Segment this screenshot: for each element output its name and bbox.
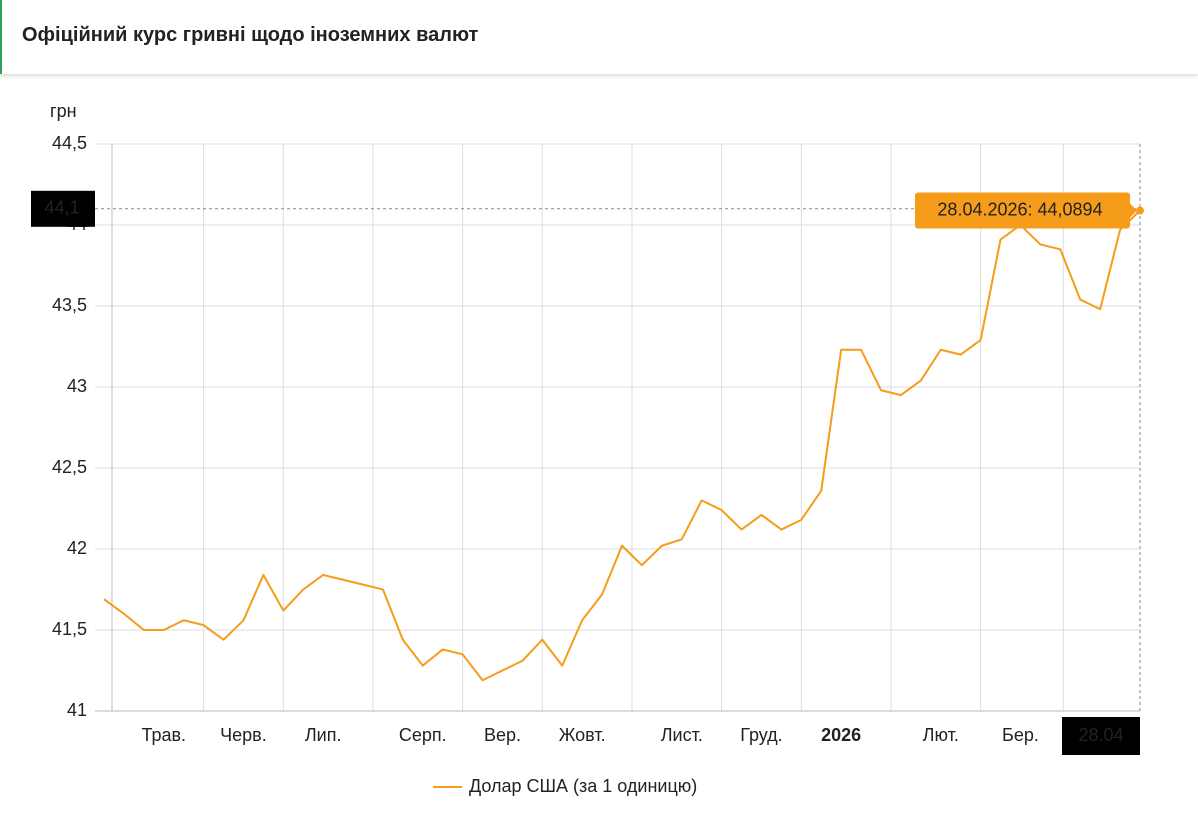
legend-label: Долар США (за 1 одиницю) (469, 776, 697, 796)
x-tick-label: Груд. (740, 725, 782, 745)
x-tick-label: Лют. (923, 725, 959, 745)
header: Офіційний курс гривні щодо іноземних вал… (0, 0, 1198, 74)
page-title: Офіційний курс гривні щодо іноземних вал… (22, 24, 479, 46)
y-unit: грн (50, 101, 77, 121)
x-tick-label: Черв. (220, 725, 267, 745)
x-tick-label: Трав. (141, 725, 186, 745)
x-tick-label: Лист. (661, 725, 703, 745)
x-tick-label: 28.04 (1078, 725, 1123, 745)
y-tick-label: 43,5 (52, 295, 87, 315)
x-tick-label: Бер. (1002, 725, 1039, 745)
x-tick-label: Лип. (305, 725, 342, 745)
tooltip-box (915, 192, 1130, 229)
x-tick-label: Серп. (399, 725, 447, 745)
x-hover-box (1062, 717, 1140, 755)
y-tick-label: 43 (67, 376, 87, 396)
y-tick-label: 41,5 (52, 619, 87, 639)
tooltip-arrow (1130, 203, 1137, 218)
x-tick-label: Вер. (484, 725, 521, 745)
y-tick-label: 44,5 (52, 133, 87, 153)
y-tick-label: 42,5 (52, 457, 87, 477)
x-tick-label: Жовт. (559, 725, 606, 745)
y-tick-label: 41 (67, 700, 87, 720)
tooltip-text: 28.04.2026: 44,0894 (937, 199, 1102, 219)
y-tick-label: 42 (67, 538, 87, 558)
line (103, 209, 1141, 682)
point (1136, 206, 1144, 215)
y-hover-label: 44,1 (44, 198, 79, 218)
y-hover-box (31, 190, 95, 227)
x-tick-label: 2026 (821, 725, 861, 745)
